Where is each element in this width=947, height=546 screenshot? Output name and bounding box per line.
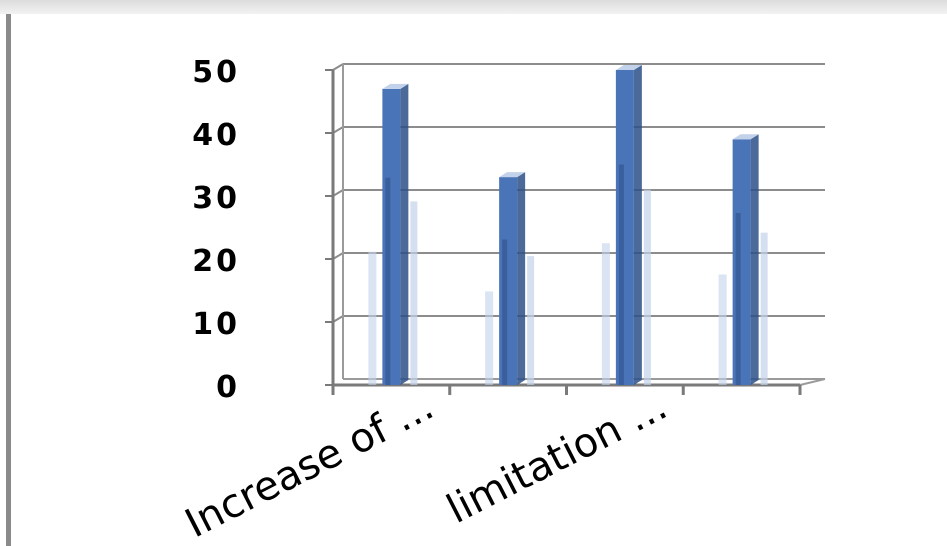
gridline-depth	[332, 189, 344, 197]
x-tick-label: limitation ...	[440, 383, 675, 533]
bar-halo-right	[410, 201, 418, 385]
bar-halo-left	[485, 291, 494, 385]
bar-shade	[502, 239, 508, 385]
bar-top	[499, 172, 526, 178]
x-tick-label: Increase of ...	[178, 383, 441, 546]
bar-group	[485, 172, 535, 385]
bar	[382, 88, 401, 386]
bars	[368, 65, 768, 386]
y-tick-label: 40	[192, 118, 240, 153]
y-tick-label: 20	[192, 244, 240, 279]
gridline-depth	[332, 315, 344, 323]
bar-shade	[385, 177, 391, 385]
bar-side	[517, 172, 526, 385]
y-tick-label: 0	[216, 370, 240, 405]
x-axis-depth	[799, 378, 826, 386]
bar-halo-right	[643, 189, 651, 385]
x-tick-labels: Increase of ...limitation ...	[178, 383, 674, 546]
bar-top	[615, 65, 642, 70]
bar-top	[732, 134, 759, 140]
bar-side	[400, 83, 409, 386]
bar-top	[382, 83, 409, 89]
bar-halo-right	[527, 256, 535, 385]
bar-halo-right	[760, 232, 768, 385]
y-tick-labels: 0 10 20 30 40 50	[192, 55, 240, 405]
frame-top-border	[0, 0, 947, 14]
bar-group	[368, 83, 418, 386]
bar-shade	[735, 213, 741, 385]
gridline-depth	[332, 63, 344, 71]
bar	[499, 177, 518, 385]
bar-group	[601, 65, 651, 385]
gridlines	[332, 63, 825, 323]
bar-shade	[618, 164, 624, 385]
bar	[732, 139, 751, 385]
bar	[615, 70, 634, 385]
y-tick-label: 10	[192, 307, 240, 342]
bar-halo-left	[368, 251, 377, 385]
frame-left-border	[6, 14, 11, 546]
bar-halo-left	[601, 243, 610, 385]
bar-side	[633, 65, 642, 385]
bar-halo-left	[718, 274, 727, 385]
y-tick-label: 30	[192, 181, 240, 216]
bar-side	[750, 134, 759, 385]
gridline-depth	[332, 252, 344, 260]
y-tick-label: 50	[192, 55, 240, 90]
gridline-depth	[332, 126, 344, 134]
bar-group	[718, 134, 768, 385]
